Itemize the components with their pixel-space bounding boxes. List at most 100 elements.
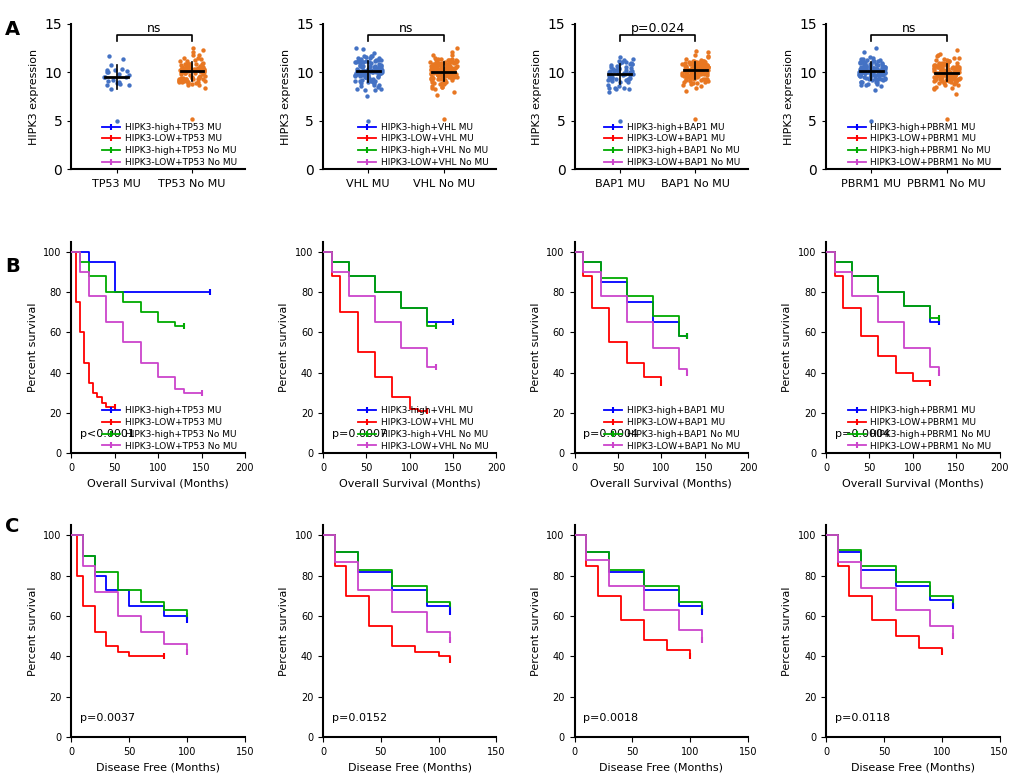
Point xyxy=(190,76,206,89)
Point xyxy=(600,70,616,82)
Point xyxy=(423,64,439,76)
Point xyxy=(194,58,210,71)
Point xyxy=(622,62,638,74)
Point xyxy=(359,72,375,85)
Point xyxy=(439,67,455,79)
Point xyxy=(948,43,964,56)
X-axis label: Overall Survival (Months): Overall Survival (Months) xyxy=(590,478,732,488)
Y-axis label: Percent survival: Percent survival xyxy=(530,586,540,676)
Point xyxy=(934,66,951,78)
Point xyxy=(941,54,957,67)
Point xyxy=(192,65,208,78)
Point xyxy=(855,46,871,59)
Point xyxy=(440,70,457,82)
Point xyxy=(610,56,627,69)
Point xyxy=(693,74,709,86)
Point xyxy=(937,113,954,125)
Point xyxy=(625,53,641,65)
Point xyxy=(868,63,884,75)
Point xyxy=(609,67,626,79)
Point xyxy=(363,49,379,62)
Point xyxy=(178,63,195,75)
Point xyxy=(929,67,946,79)
Point xyxy=(353,53,369,66)
Point xyxy=(930,67,947,80)
Point xyxy=(684,77,700,89)
Point xyxy=(618,60,634,73)
Point xyxy=(174,74,191,86)
Point xyxy=(100,66,116,78)
Point xyxy=(855,61,871,74)
Point xyxy=(615,82,632,94)
Point xyxy=(677,85,693,97)
Legend: HIPK3-high+BAP1 MU, HIPK3-LOW+BAP1 MU, HIPK3-high+BAP1 No MU, HIPK3-LOW+BAP1 No : HIPK3-high+BAP1 MU, HIPK3-LOW+BAP1 MU, H… xyxy=(600,403,743,454)
Point xyxy=(441,60,458,72)
Point xyxy=(115,53,131,66)
Point xyxy=(929,49,946,62)
Point xyxy=(620,75,636,88)
Point xyxy=(614,53,631,66)
Text: p=0.0152: p=0.0152 xyxy=(331,713,386,723)
Point xyxy=(368,63,384,75)
Point xyxy=(868,58,884,71)
Point xyxy=(429,56,445,68)
Point xyxy=(875,61,892,74)
Point xyxy=(934,53,951,65)
Point xyxy=(370,78,386,91)
Point xyxy=(365,60,381,73)
Point xyxy=(925,83,942,96)
X-axis label: Overall Survival (Months): Overall Survival (Months) xyxy=(841,478,982,488)
Point xyxy=(924,65,941,78)
Point xyxy=(928,60,945,73)
Point xyxy=(875,64,892,77)
Point xyxy=(694,55,710,67)
Point xyxy=(176,57,193,70)
Point xyxy=(346,69,363,82)
Point xyxy=(695,55,711,67)
Point xyxy=(678,53,694,65)
Point xyxy=(363,74,379,87)
Point xyxy=(369,62,385,74)
Point xyxy=(677,65,693,78)
Y-axis label: Percent survival: Percent survival xyxy=(530,303,540,392)
Point xyxy=(872,79,889,92)
Point xyxy=(442,71,459,84)
Point xyxy=(856,64,872,76)
Point xyxy=(692,54,708,67)
Point xyxy=(868,76,884,89)
Point xyxy=(697,60,713,73)
Point xyxy=(686,64,702,77)
Point xyxy=(683,56,699,69)
Point xyxy=(625,67,641,80)
Point xyxy=(355,49,371,62)
Point xyxy=(426,60,442,72)
Point xyxy=(196,64,212,76)
Point xyxy=(689,64,705,77)
Point xyxy=(192,78,208,91)
Point xyxy=(945,78,961,90)
Point xyxy=(431,69,447,82)
Point xyxy=(608,64,625,76)
Point xyxy=(448,60,465,72)
Point xyxy=(109,77,125,89)
Point xyxy=(947,64,963,77)
Point xyxy=(354,64,370,76)
Point xyxy=(686,66,702,78)
Point xyxy=(926,54,943,67)
Point xyxy=(937,59,954,71)
Point xyxy=(938,71,955,83)
Point xyxy=(693,57,709,70)
Point xyxy=(366,60,382,72)
Point xyxy=(932,66,949,78)
Point xyxy=(425,71,441,84)
Point xyxy=(925,74,942,86)
Point xyxy=(424,59,440,71)
Text: ns: ns xyxy=(398,22,413,34)
X-axis label: Overall Survival (Months): Overall Survival (Months) xyxy=(338,478,480,488)
Point xyxy=(686,59,702,71)
Point xyxy=(179,76,196,89)
Point xyxy=(696,60,712,73)
Point xyxy=(360,114,376,127)
Point xyxy=(190,62,206,74)
Point xyxy=(927,70,944,82)
